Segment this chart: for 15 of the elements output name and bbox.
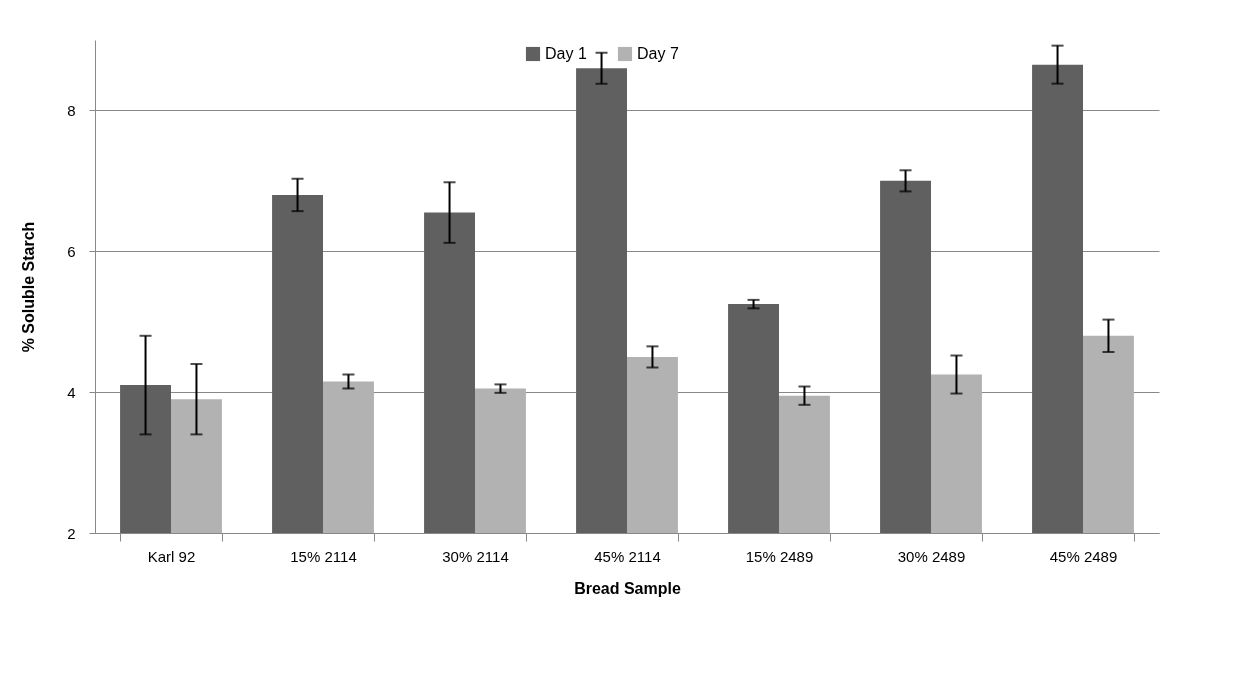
x-tick-label: 15% 2489 xyxy=(745,547,814,565)
x-tick-label: 45% 2489 xyxy=(1049,547,1118,565)
x-tick-label: Karl 92 xyxy=(147,547,196,565)
y-tick-label: 8 xyxy=(67,101,76,119)
x-tick-label: 30% 2114 xyxy=(442,547,509,565)
x-tick-label: 30% 2489 xyxy=(897,547,966,565)
x-tick-label: 15% 2114 xyxy=(290,547,357,565)
x-axis-title: Bread Sample xyxy=(574,579,681,597)
y-tick-label: 4 xyxy=(67,383,76,401)
y-tick-label: 6 xyxy=(67,242,76,260)
legend-label: Day 7 xyxy=(637,45,679,62)
y-axis-title: % Soluble Starch xyxy=(20,221,38,353)
x-tick-label: 45% 2114 xyxy=(594,547,661,565)
y-tick-label: 2 xyxy=(67,524,76,542)
legend-label: Day 1 xyxy=(545,45,587,62)
